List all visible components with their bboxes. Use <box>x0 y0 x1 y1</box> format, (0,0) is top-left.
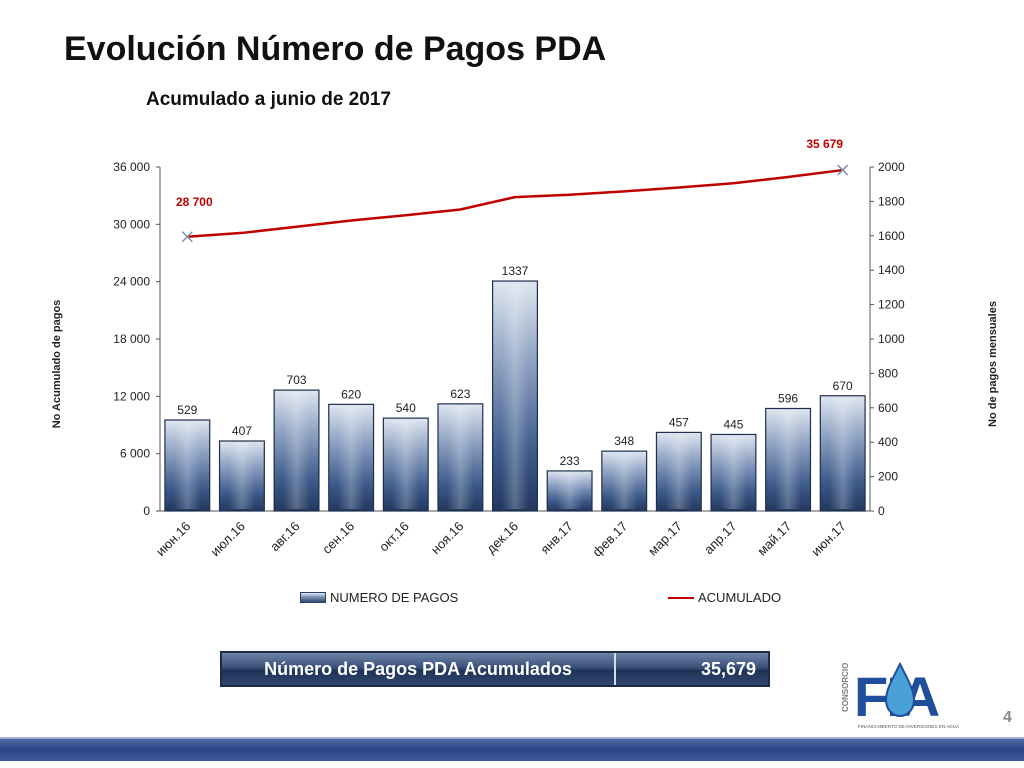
x-tick-label: мар.17 <box>645 519 685 559</box>
legend-line-label: ACUMULADO <box>698 590 782 605</box>
legend-bars: NUMERO DE PAGOS <box>300 590 458 605</box>
bar-value-label: 620 <box>341 387 361 401</box>
bar-value-label: 596 <box>778 391 798 405</box>
x-tick-label: май.17 <box>754 519 794 559</box>
data-labels: 529 407 703 620 540 623 1337 233 348 457 445 596 670… <box>176 137 853 468</box>
left-tick-label: 36 000 <box>113 160 150 174</box>
left-tick-label: 12 000 <box>113 389 150 403</box>
footer-bar <box>0 737 1024 761</box>
x-tick-label: авг.16 <box>267 519 303 555</box>
bar-highlight <box>337 406 365 509</box>
x-tick-label: июн.16 <box>153 519 193 559</box>
bar-highlight <box>228 442 256 509</box>
left-tick-label: 0 <box>143 504 150 518</box>
legend-bar-swatch <box>300 592 326 603</box>
bar-value-label: 529 <box>177 403 197 417</box>
bar-value-label: 670 <box>833 379 853 393</box>
bar-highlight <box>720 436 747 509</box>
page-number: 4 <box>1003 709 1012 726</box>
legend-bar-label: NUMERO DE PAGOS <box>330 590 459 605</box>
bar-value-label: 703 <box>287 373 307 387</box>
left-tick-label: 30 000 <box>113 217 150 231</box>
x-tick-label: янв.17 <box>537 519 575 557</box>
left-axis-title: No Acumulado de pagos <box>51 300 63 429</box>
bar-highlight <box>665 434 693 509</box>
x-tick-label: сен.16 <box>319 519 357 557</box>
right-tick-label: 400 <box>878 435 898 449</box>
right-tick-label: 1200 <box>878 298 905 312</box>
right-tick-label: 1800 <box>878 194 905 208</box>
right-tick-label: 600 <box>878 401 898 415</box>
combo-chart: 0 6 000 12 000 18 000 24 000 30 000 36 000 0 200… <box>51 137 999 560</box>
bar-value-label: 623 <box>450 387 470 401</box>
x-tick-label: апр.17 <box>701 519 740 558</box>
line-marker <box>181 231 193 243</box>
left-tick-label: 24 000 <box>113 275 150 289</box>
consorcio-fia-logo: CONSORCIO FIA FINANCIAMIENTO DE INVERSIO… <box>841 661 960 729</box>
bar-highlight <box>556 472 584 509</box>
right-tick-label: 0 <box>878 504 885 518</box>
x-tick-label: ноя.16 <box>428 519 467 558</box>
x-tick-label: дек.16 <box>483 519 521 557</box>
x-tick-label: окт.16 <box>376 519 412 555</box>
legend-line: ACUMULADO <box>668 590 781 605</box>
left-tick-label: 18 000 <box>113 332 150 346</box>
bar-value-label: 407 <box>232 424 252 438</box>
summary-box: Número de Pagos PDA Acumulados 35,679 <box>220 651 770 687</box>
right-tick-label: 2000 <box>878 160 905 174</box>
legend-line-swatch <box>668 596 694 599</box>
right-tick-label: 800 <box>878 366 898 380</box>
bar-value-label: 1337 <box>502 264 529 278</box>
bar-value-label: 457 <box>669 415 689 429</box>
x-tick-label: июл.16 <box>207 519 248 560</box>
bar-highlight <box>283 392 310 509</box>
bar-highlight <box>501 283 529 509</box>
bar-value-label: 540 <box>396 401 416 415</box>
left-tick-label: 6 000 <box>120 447 150 461</box>
slide-title: Evolución Número de Pagos PDA <box>64 30 607 68</box>
line-value-label: 35 679 <box>806 137 843 151</box>
bars-series <box>164 280 866 512</box>
bar-highlight <box>173 422 201 509</box>
right-tick-label: 1000 <box>878 332 905 346</box>
bar-highlight <box>446 405 474 509</box>
bar-value-label: 348 <box>614 434 634 448</box>
right-axis-title: No de pagos mensuales <box>987 301 999 427</box>
summary-value: 35,679 <box>616 653 768 685</box>
water-drop-icon <box>884 661 916 718</box>
bar-highlight <box>774 410 802 509</box>
slide-subtitle: Acumulado a junio de 2017 <box>146 89 391 110</box>
bar-value-label: 445 <box>723 417 743 431</box>
line-marker <box>837 164 849 176</box>
bar-highlight <box>392 420 420 509</box>
bar-highlight <box>829 397 857 509</box>
x-tick-label: июн.17 <box>808 519 848 559</box>
logo-tagline: FINANCIAMIENTO DE INVERSIONES EN AGUA <box>858 724 960 729</box>
x-tick-label: фев.17 <box>589 519 630 560</box>
line-series <box>181 164 849 243</box>
right-tick-label: 1400 <box>878 263 905 277</box>
right-tick-label: 1600 <box>878 229 905 243</box>
logo-side-text: CONSORCIO <box>841 663 850 712</box>
summary-label: Número de Pagos PDA Acumulados <box>222 653 616 685</box>
bar-value-label: 233 <box>560 454 580 468</box>
bar-highlight <box>610 453 638 509</box>
accumulated-line <box>187 168 843 239</box>
line-value-label: 28 700 <box>176 195 213 209</box>
right-tick-label: 200 <box>878 470 898 484</box>
